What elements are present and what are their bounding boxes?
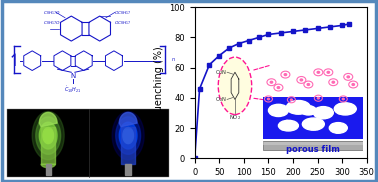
Polygon shape	[39, 112, 57, 127]
Text: $\upharpoonleft$: $\upharpoonleft$	[5, 52, 17, 70]
Text: O$_2$N: O$_2$N	[215, 68, 227, 77]
Text: NO$_2$: NO$_2$	[229, 113, 241, 122]
Text: N: N	[70, 73, 76, 79]
Polygon shape	[41, 164, 55, 168]
Text: $\dot{C}_{10}H_{21}$: $\dot{C}_{10}H_{21}$	[64, 85, 82, 95]
Polygon shape	[112, 112, 144, 160]
Text: $C_8H_{17}O$: $C_8H_{17}O$	[43, 20, 60, 27]
Polygon shape	[125, 164, 131, 175]
Text: $OC_8H_{17}$: $OC_8H_{17}$	[114, 9, 132, 17]
Polygon shape	[41, 127, 55, 164]
FancyBboxPatch shape	[7, 109, 169, 177]
Polygon shape	[36, 117, 60, 154]
Ellipse shape	[218, 57, 252, 114]
Polygon shape	[116, 117, 141, 154]
Polygon shape	[119, 112, 137, 127]
Text: $_n$: $_n$	[171, 57, 176, 64]
Polygon shape	[119, 122, 137, 149]
Text: $C_8H_{17}O$: $C_8H_{17}O$	[43, 9, 60, 17]
Polygon shape	[121, 127, 135, 164]
Y-axis label: Quenching (%): Quenching (%)	[154, 46, 164, 119]
Polygon shape	[32, 112, 64, 160]
Text: O$_2$N: O$_2$N	[215, 95, 227, 104]
Text: $OC_8H_{17}$: $OC_8H_{17}$	[114, 20, 132, 27]
Polygon shape	[123, 128, 133, 144]
Polygon shape	[45, 164, 51, 175]
Polygon shape	[39, 122, 57, 149]
Polygon shape	[43, 128, 54, 144]
